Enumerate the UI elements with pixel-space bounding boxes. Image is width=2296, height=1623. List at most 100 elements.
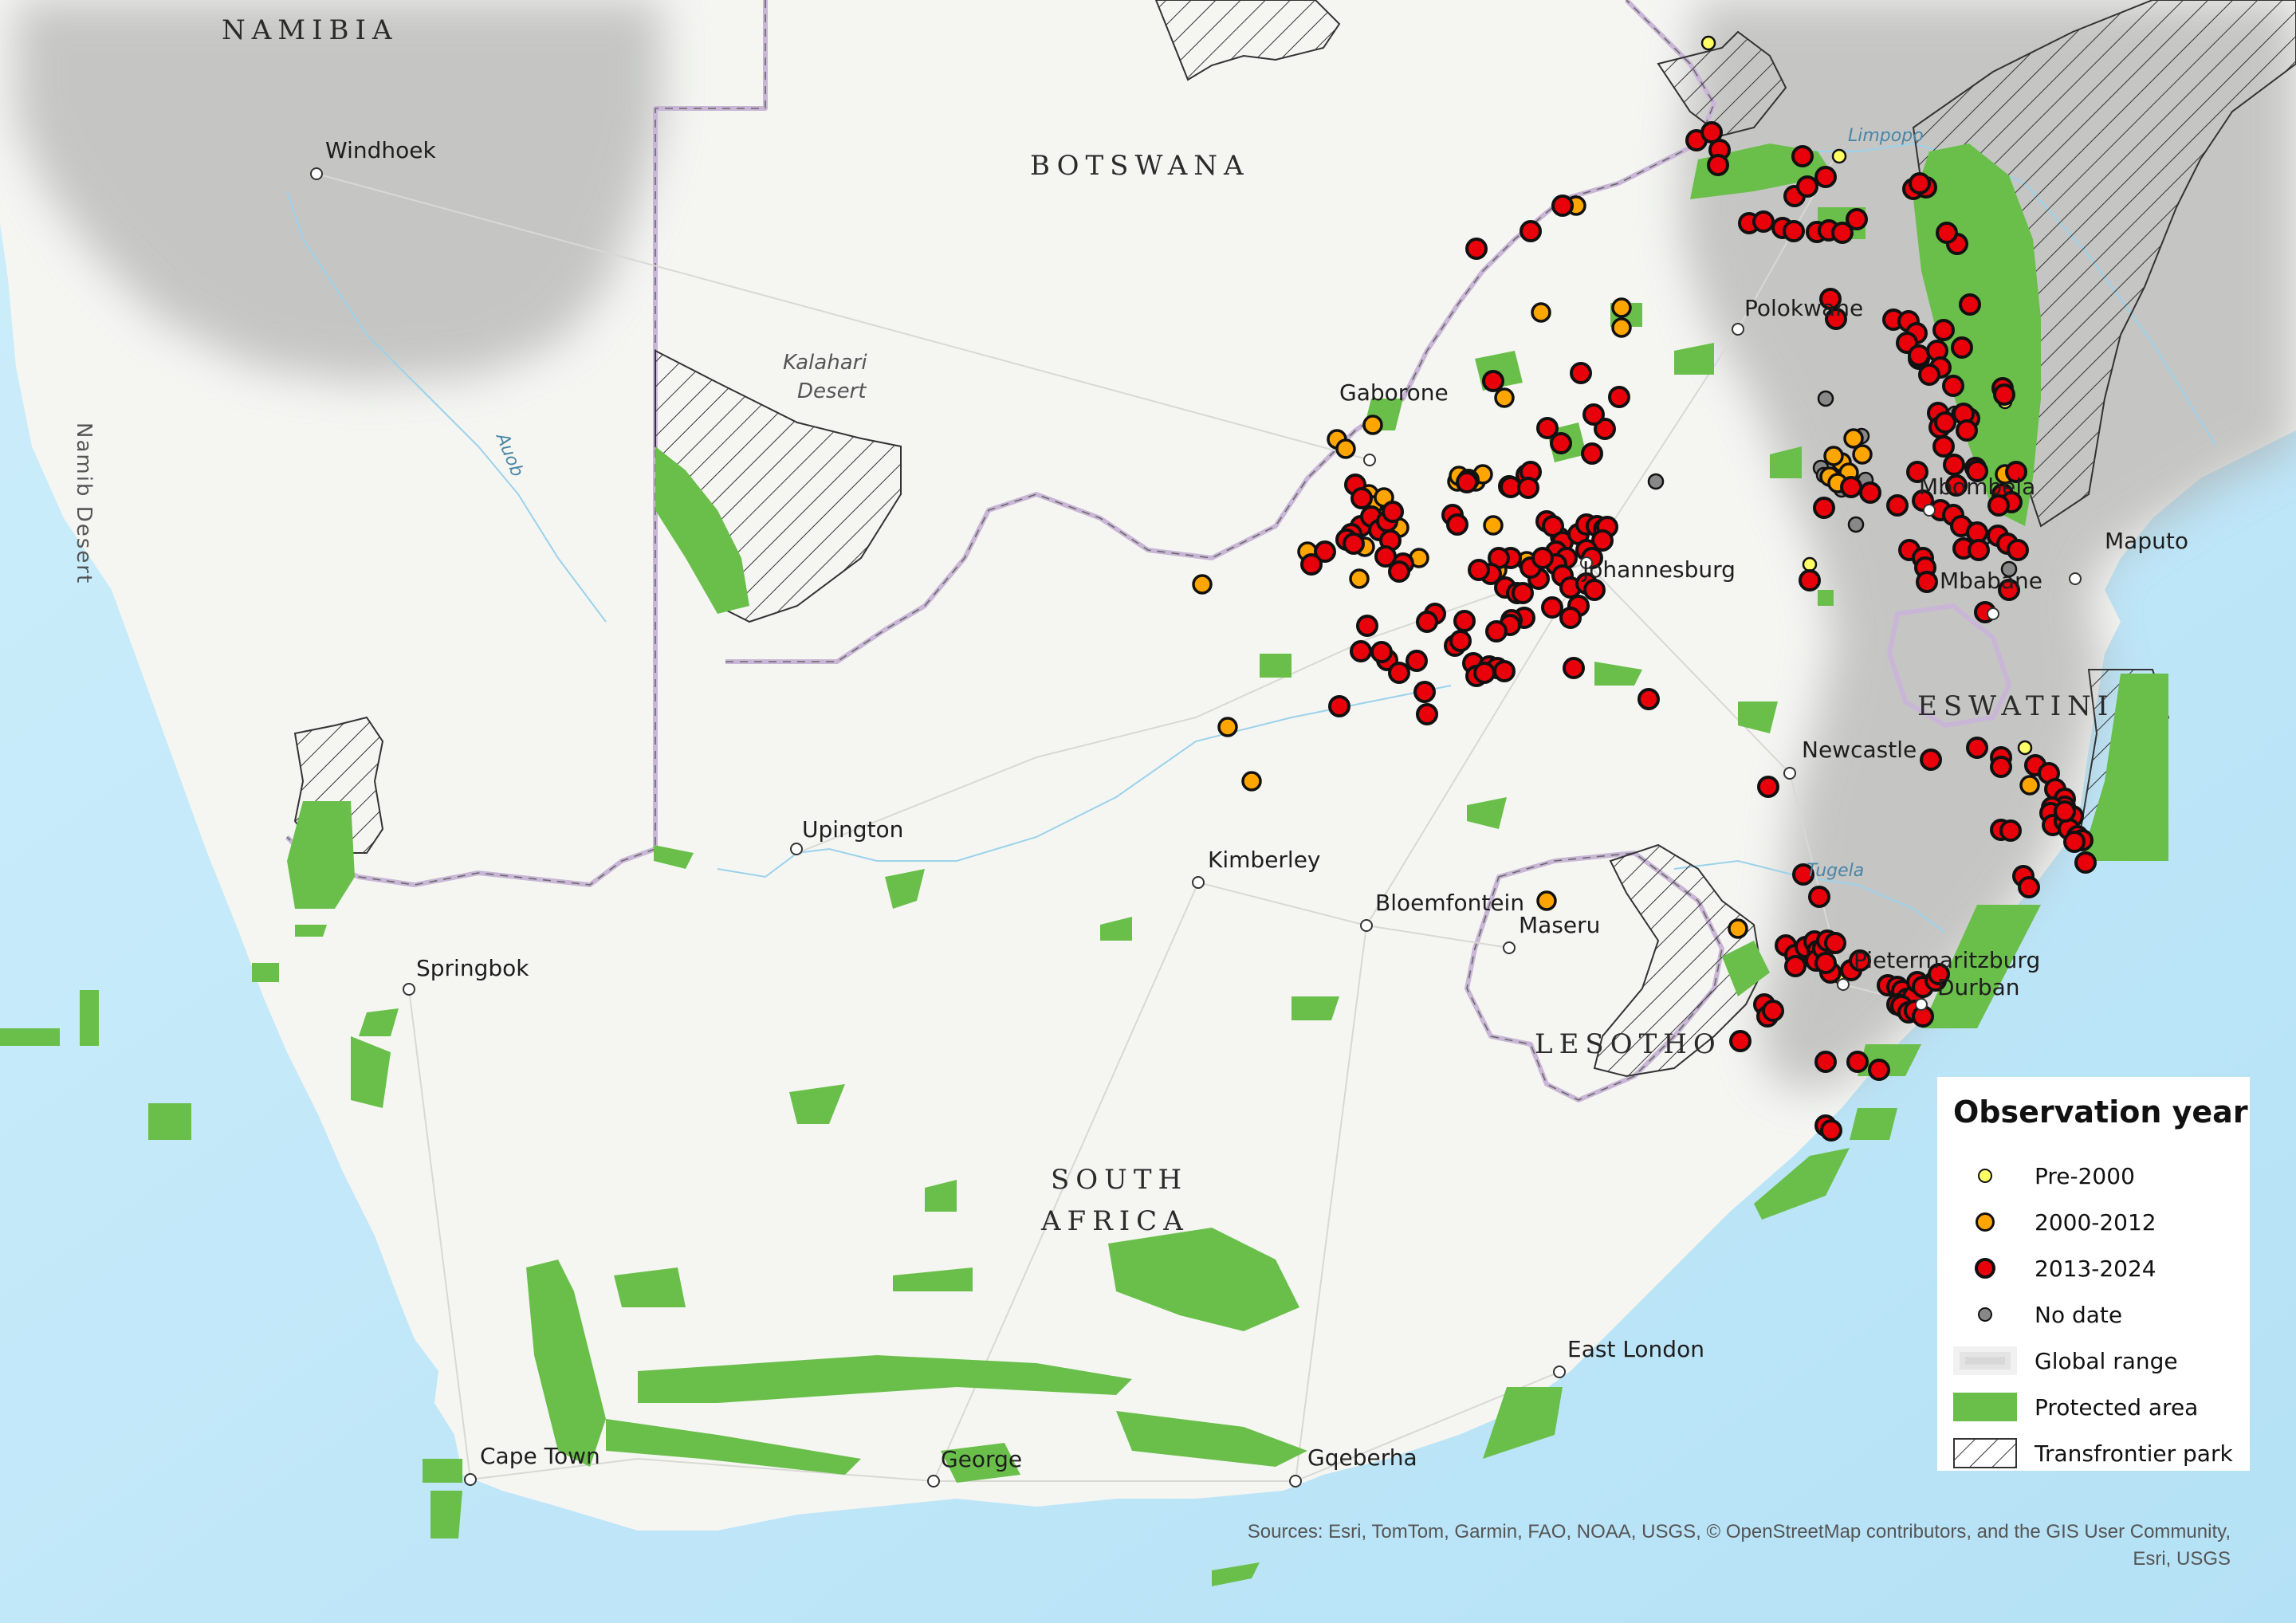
legend-label: Pre-2000 [2035, 1162, 2135, 1189]
2013-2024-point [1700, 121, 1723, 143]
legend-label: Global range [2035, 1347, 2178, 1374]
2013-2024-point [1918, 364, 1940, 386]
city-marker-icon [464, 1473, 477, 1486]
2013-2024-point [1300, 553, 1323, 576]
2013-2024-point [1846, 208, 1868, 230]
2013-2024-point [1473, 662, 1496, 684]
2013-2024-point [1906, 461, 1928, 483]
2013-2024-point [1825, 308, 1847, 330]
2000-2012-point [1611, 297, 1632, 318]
2000-2012-point [1241, 771, 1262, 792]
2013-2024-point [1752, 210, 1775, 233]
2013-2024-point [1485, 620, 1508, 643]
2013-2024-point [1959, 293, 1981, 316]
2013-2024-point [1542, 515, 1564, 537]
legend-item-global-range: Global range [1953, 1342, 2178, 1380]
attribution-line-1: Sources: Esri, TomTom, Garmin, FAO, NOAA… [1247, 1521, 2231, 1542]
city-marker-icon [1987, 607, 1999, 620]
2013-2024-point [1840, 476, 1862, 498]
2013-2024-point [1591, 529, 1614, 552]
2013-2024-point [1582, 403, 1605, 426]
2013-2024-point [1446, 513, 1468, 536]
2013-2024-point [1819, 288, 1842, 310]
2013-2024-point [1820, 1119, 1842, 1142]
2013-2024-point [1934, 411, 1956, 434]
attribution-line-2: Esri, USGS [2133, 1548, 2231, 1570]
land [0, 0, 2296, 1531]
2013-2024-point [1468, 559, 1490, 581]
2013-2024-point [1520, 220, 1542, 242]
2013-2024-point [1792, 863, 1814, 886]
2000-2012-point [1843, 428, 1864, 449]
2013-2024-point [1999, 819, 2022, 842]
2013-2024-point [1493, 660, 1516, 682]
2000-2012-point [1494, 387, 1515, 408]
2013-2024-point [1909, 172, 1931, 195]
red-dot-icon [1975, 1258, 1995, 1279]
river-label-limpopo: Limpopo [1848, 126, 1924, 146]
city-marker-icon [1503, 941, 1516, 954]
city-marker-icon [1360, 919, 1373, 932]
2013-2024-point [2005, 461, 2027, 483]
city-marker-icon [1192, 876, 1205, 889]
city-marker-icon [1837, 978, 1850, 991]
feature-label: Kalahari [783, 351, 867, 375]
2013-2024-point [1784, 955, 1807, 977]
2013-2024-point [1583, 579, 1606, 601]
2013-2024-point [1707, 154, 1729, 176]
2013-2024-point [1814, 166, 1837, 188]
2000-2012-point [1611, 317, 1632, 338]
2013-2024-point [1942, 375, 1964, 397]
gray-dot-icon [1978, 1307, 1992, 1322]
2013-2024-point [1449, 630, 1472, 652]
2013-2024-point [1966, 737, 1988, 759]
2013-2024-point [1945, 474, 1968, 497]
2000-2012-point [1823, 446, 1844, 466]
city-label-kimberley: Kimberley [1208, 847, 1321, 873]
legend-label: 2000-2012 [2035, 1208, 2156, 1236]
city-marker-icon [790, 843, 803, 855]
legend-label: 2013-2024 [2035, 1255, 2156, 1282]
2013-2024-point [1536, 417, 1559, 439]
country-label-namibia: NAMIBIA [222, 14, 399, 46]
attribution: Sources: Esri, TomTom, Garmin, FAO, NOAA… [1248, 1519, 2231, 1573]
city-label-mbombela: Mbombela [1919, 474, 2036, 500]
2013-2024-point [1824, 932, 1846, 954]
legend-item-2013-2024: 2013-2024 [1953, 1249, 2156, 1287]
2000-2012-point [1335, 438, 1356, 459]
2013-2024-point [1831, 222, 1854, 244]
city-marker-icon [1553, 1366, 1566, 1378]
city-marker-icon [1732, 323, 1744, 336]
city-label-mbabane: Mbabane [1940, 568, 2042, 594]
2013-2024-point [1465, 238, 1488, 260]
2013-2024-point [1808, 886, 1830, 908]
2013-2024-point [1517, 477, 1539, 499]
2013-2024-point [1370, 641, 1393, 663]
2013-2024-point [1886, 494, 1909, 517]
city-label-newcastle: Newcastle [1802, 737, 1917, 763]
country-label-botswana: BOTSWANA [1030, 150, 1250, 182]
2013-2024-point [1757, 776, 1779, 798]
city-label-bloemfontein: Bloemfontein [1375, 890, 1525, 916]
2000-2012-point [1728, 918, 1748, 939]
2000-2012-point [1483, 515, 1504, 536]
2013-2024-point [1796, 175, 1818, 198]
2013-2024-point [1637, 688, 1660, 710]
2013-2024-point [1729, 1030, 1751, 1052]
city-label-pietermaritzburg: Pietermaritzburg [1854, 947, 2041, 973]
legend-item-transfrontier-park: Transfrontier park [1953, 1434, 2233, 1472]
city-marker-icon [1363, 454, 1376, 466]
city-label-springbok: Springbok [416, 955, 529, 981]
2013-2024-point [1482, 370, 1504, 392]
river-label-tugela: Tugela [1807, 861, 1865, 881]
country-label-south: SOUTH [1051, 1164, 1189, 1196]
legend: Observation year Pre-2000 2000-2012 2013… [1937, 1077, 2250, 1471]
city-label-cape-town: Cape Town [480, 1443, 600, 1469]
city-label-gaborone: Gaborone [1339, 379, 1449, 406]
legend-item-protected-area: Protected area [1953, 1388, 2198, 1426]
2013-2024-point [1859, 481, 1881, 504]
2013-2024-point [1608, 386, 1630, 408]
